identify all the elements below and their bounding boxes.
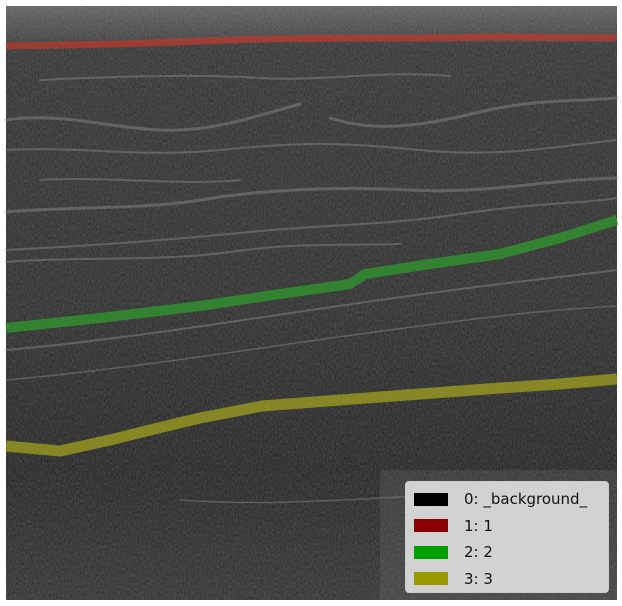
legend-label: 3: 3 bbox=[464, 569, 493, 588]
legend-swatch bbox=[414, 492, 448, 506]
legend-label: 1: 1 bbox=[464, 516, 493, 535]
class-2-boundary bbox=[5, 215, 619, 333]
class-3-boundary bbox=[5, 373, 618, 457]
legend-item: 2: 2 bbox=[414, 539, 600, 566]
legend-item: 0: _background_ bbox=[414, 486, 600, 513]
segmentation-overlays bbox=[5, 33, 619, 457]
legend: 0: _background_ 1: 1 2: 2 3: 3 bbox=[405, 481, 609, 593]
class-1-boundary bbox=[5, 33, 618, 50]
legend-label: 0: _background_ bbox=[464, 490, 588, 509]
legend-label: 2: 2 bbox=[464, 543, 493, 562]
legend-item: 1: 1 bbox=[414, 513, 600, 540]
tissue-streaks bbox=[4, 73, 619, 504]
legend-swatch bbox=[414, 545, 448, 559]
legend-item: 3: 3 bbox=[414, 566, 600, 593]
legend-swatch bbox=[414, 572, 448, 586]
legend-swatch bbox=[414, 519, 448, 533]
